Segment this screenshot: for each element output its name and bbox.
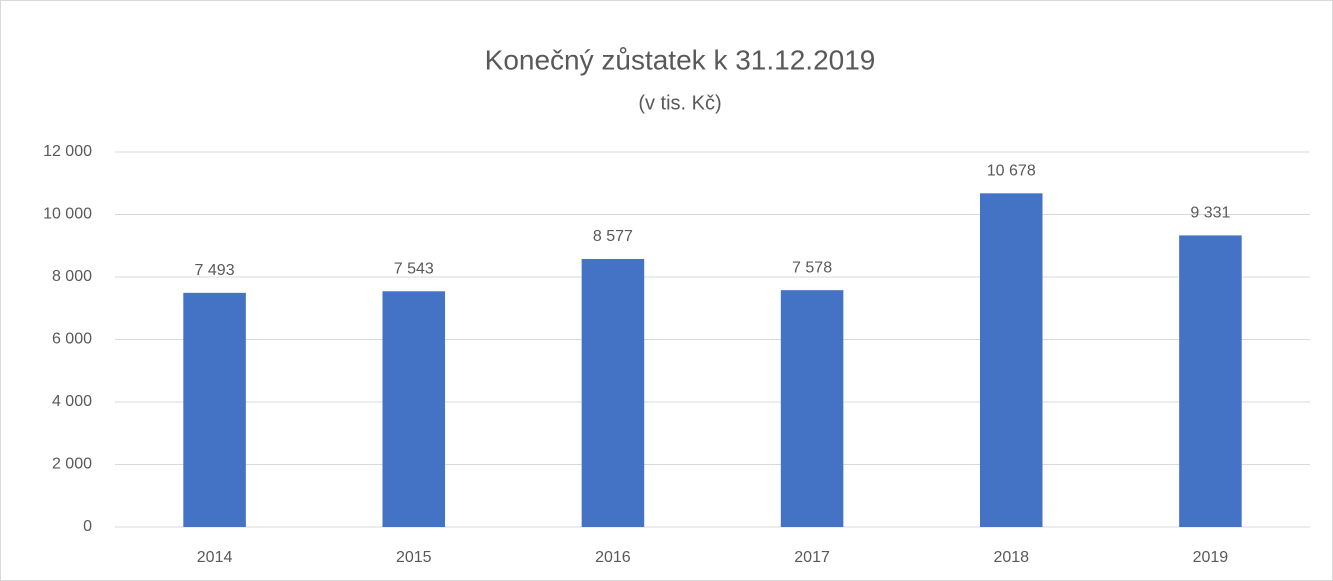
y-tick-label: 10 000 <box>43 206 92 223</box>
data-label: 7 543 <box>394 261 434 278</box>
data-label: 7 493 <box>195 262 235 279</box>
bar <box>979 193 1043 527</box>
y-tick-label: 6 000 <box>52 331 92 348</box>
chart-subtitle: (v tis. Kč) <box>638 92 721 114</box>
y-tick-label: 0 <box>83 518 92 535</box>
x-tick-label: 2016 <box>595 549 631 566</box>
bar <box>382 291 446 527</box>
bar <box>581 258 645 527</box>
y-tick-label: 2 000 <box>52 456 92 473</box>
y-tick-label: 8 000 <box>52 268 92 285</box>
x-tick-label: 2015 <box>396 549 432 566</box>
bar <box>1179 235 1242 527</box>
bar <box>183 292 246 527</box>
data-label: 10 678 <box>987 163 1036 180</box>
x-tick-label: 2018 <box>993 549 1029 566</box>
data-label: 7 578 <box>792 259 832 276</box>
x-tick-label: 2014 <box>197 549 233 566</box>
x-tick-label: 2017 <box>794 549 830 566</box>
data-label: 8 577 <box>593 228 633 245</box>
x-tick-label: 2019 <box>1193 549 1229 566</box>
bar <box>780 290 844 527</box>
y-tick-label: 12 000 <box>43 143 92 160</box>
y-tick-label: 4 000 <box>52 393 92 410</box>
data-label: 9 331 <box>1190 205 1230 222</box>
chart-title: Konečný zůstatek k 31.12.2019 <box>485 44 876 75</box>
